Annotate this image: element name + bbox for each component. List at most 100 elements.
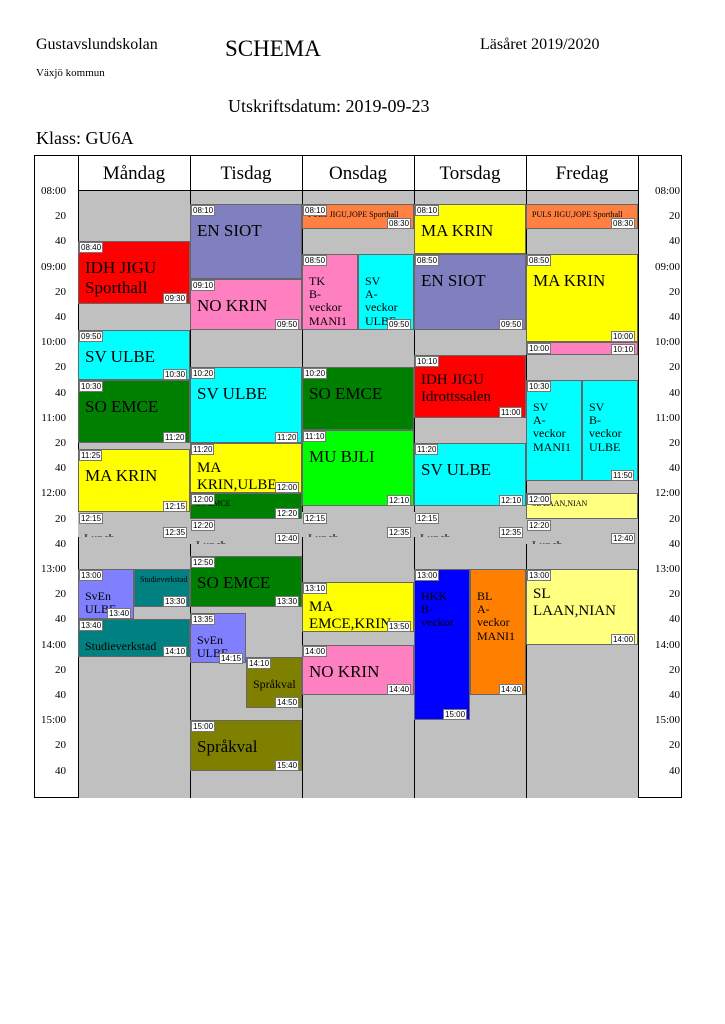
end-time: 11:20 bbox=[163, 432, 187, 443]
lesson-block[interactable] bbox=[526, 342, 638, 355]
end-time: 13:50 bbox=[387, 621, 412, 632]
end-time: 12:20 bbox=[275, 507, 300, 519]
start-time: 11:10 bbox=[303, 431, 327, 443]
lesson-block[interactable]: MU BJLI bbox=[302, 430, 414, 506]
school-name: Gustavslundskolan bbox=[36, 36, 158, 53]
lesson-block[interactable]: BL A-veckor MANI1 bbox=[470, 569, 526, 695]
end-time: 10:30 bbox=[163, 369, 188, 380]
start-time: 12:15 bbox=[415, 513, 440, 525]
day-header: Måndag bbox=[102, 163, 166, 184]
lesson-label: SV B-veckor ULBE bbox=[589, 400, 622, 454]
time-tick: 20 bbox=[55, 437, 66, 449]
start-time: 11:20 bbox=[415, 444, 439, 455]
time-tick: 14:00 bbox=[40, 638, 66, 651]
time-tick: 40 bbox=[669, 235, 680, 248]
time-tick: 40 bbox=[55, 235, 66, 248]
lesson-block[interactable]: SV ULBE bbox=[190, 367, 302, 443]
end-time: 14:40 bbox=[499, 684, 524, 695]
lesson-label: HKK B-veckor bbox=[421, 589, 454, 630]
time-tick: 40 bbox=[55, 613, 66, 626]
lesson-label: Lunch bbox=[532, 538, 634, 544]
lesson-label: Språkval bbox=[197, 737, 258, 757]
lesson-block[interactable]: EN SIOT bbox=[190, 203, 302, 280]
start-time: 13:40 bbox=[79, 620, 104, 632]
time-tick: 13:00 bbox=[40, 563, 66, 575]
start-time: 10:30 bbox=[79, 381, 104, 392]
start-time: 14:00 bbox=[303, 645, 328, 657]
time-tick: 08:00 bbox=[40, 185, 66, 197]
start-time: 13:00 bbox=[415, 570, 440, 581]
end-time: 09:50 bbox=[499, 318, 524, 330]
end-time: 14:10 bbox=[163, 646, 188, 658]
end-time: 15:40 bbox=[275, 759, 300, 771]
time-tick: 20 bbox=[55, 663, 66, 676]
end-time: 12:10 bbox=[387, 495, 412, 506]
print-date: Utskriftsdatum: 2019-09-23 bbox=[228, 96, 430, 116]
end-time: 08:30 bbox=[387, 217, 412, 229]
lesson-label: EN SIOT bbox=[197, 220, 262, 240]
end-time: 12:35 bbox=[499, 526, 524, 538]
end-time: 10:10 bbox=[611, 343, 636, 355]
lesson-block[interactable]: EN SIOT bbox=[414, 254, 526, 330]
time-tick: 13:00 bbox=[654, 563, 680, 575]
start-time: 12:00 bbox=[527, 494, 552, 506]
lesson-label: SO EMCE bbox=[85, 397, 159, 416]
lesson-block[interactable]: SV A-veckor MANI1 bbox=[526, 380, 582, 481]
lesson-block[interactable]: MA KRIN bbox=[526, 254, 638, 343]
time-tick: 12:00 bbox=[654, 487, 680, 500]
end-time: 09:50 bbox=[387, 318, 412, 330]
time-tick: 40 bbox=[669, 537, 680, 550]
end-time: 11:20 bbox=[275, 432, 299, 443]
lesson-label: IDH JIGU Sporthall bbox=[85, 258, 157, 297]
start-time: 11:20 bbox=[191, 444, 215, 455]
lesson-label: Lunch bbox=[84, 532, 186, 538]
lesson-label: MA EMCE,KRIN bbox=[309, 598, 392, 632]
lesson-label: SV ULBE bbox=[85, 346, 156, 366]
time-tick: 20 bbox=[55, 361, 66, 374]
time-tick: 40 bbox=[669, 311, 680, 323]
start-time: 08:50 bbox=[303, 255, 328, 266]
end-time: 14:40 bbox=[387, 684, 412, 695]
lesson-label: NO KRIN bbox=[309, 661, 380, 681]
day-header: Onsdag bbox=[328, 163, 388, 184]
time-tick: 40 bbox=[669, 386, 680, 399]
lesson-label: Lunch bbox=[308, 532, 410, 538]
time-tick: 20 bbox=[55, 210, 66, 223]
end-time: 15:00 bbox=[443, 709, 468, 721]
end-time: 14:00 bbox=[611, 633, 636, 645]
lesson-block[interactable]: SV A-veckor ULBE bbox=[358, 254, 414, 330]
lesson-block[interactable]: HKK B-veckor bbox=[414, 569, 470, 721]
time-tick: 10:00 bbox=[654, 336, 680, 349]
end-time: 11:50 bbox=[611, 469, 635, 481]
municipality: Växjö kommun bbox=[36, 67, 105, 79]
start-time: 08:40 bbox=[79, 242, 104, 254]
end-time: 09:30 bbox=[163, 293, 188, 305]
time-tick: 20 bbox=[669, 739, 680, 752]
start-time: 15:00 bbox=[191, 721, 216, 733]
time-tick: 40 bbox=[669, 689, 680, 701]
time-tick: 40 bbox=[55, 386, 66, 399]
end-time: 11:00 bbox=[499, 406, 523, 418]
lesson-label: NO KRIN bbox=[197, 296, 268, 316]
lesson-block[interactable]: SL LAAN,NIAN bbox=[526, 569, 638, 645]
lesson-label: MU BJLI bbox=[309, 447, 375, 467]
end-time: 12:35 bbox=[163, 526, 188, 538]
class-label: Klass: GU6A bbox=[36, 128, 134, 148]
lesson-label: Lunch bbox=[196, 538, 298, 544]
lesson-block[interactable]: TK B-veckor MANI1 bbox=[302, 254, 358, 330]
end-time: 14:50 bbox=[275, 696, 300, 708]
lesson-block[interactable]: SV B-veckor ULBE bbox=[582, 380, 638, 481]
lesson-label: MA KRIN bbox=[421, 220, 494, 240]
time-tick: 20 bbox=[669, 663, 680, 676]
end-time: 12:40 bbox=[275, 532, 300, 544]
lesson-label: SV A-veckor ULBE bbox=[365, 274, 398, 328]
header-divider bbox=[78, 190, 639, 191]
lesson-label: EN SIOT bbox=[421, 271, 486, 290]
end-time: 13:40 bbox=[107, 608, 132, 620]
school-year: Läsåret 2019/2020 bbox=[480, 36, 600, 53]
lesson-label: Studieverkstad bbox=[140, 575, 188, 584]
time-tick: 40 bbox=[669, 613, 680, 626]
time-tick: 09:00 bbox=[654, 260, 680, 273]
column-divider bbox=[638, 155, 639, 798]
start-time: 13:00 bbox=[527, 570, 552, 581]
